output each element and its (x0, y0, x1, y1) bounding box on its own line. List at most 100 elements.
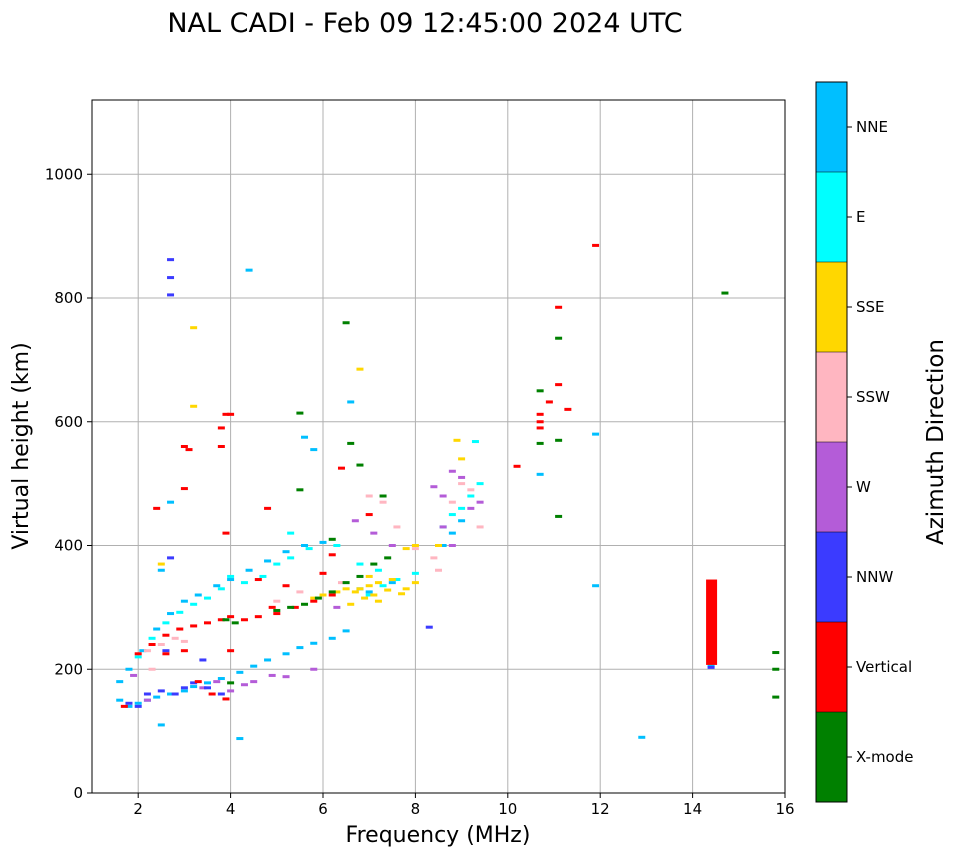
data-point-e (217, 587, 225, 591)
x-tick-label: 4 (226, 800, 236, 818)
data-point-sse (319, 593, 327, 597)
data-point-nne (157, 568, 165, 572)
data-point-w (430, 485, 438, 489)
data-point-e (240, 581, 248, 585)
data-point-nne (245, 268, 253, 272)
data-point-nnw (167, 258, 175, 262)
colorbar-swatch-sse (816, 262, 847, 352)
data-point-w (310, 667, 318, 671)
data-point-x-mode (347, 441, 355, 445)
data-point-nnw (167, 556, 175, 560)
data-point-nne (310, 641, 318, 645)
data-point-nne (592, 584, 600, 588)
data-point-ssw (143, 649, 151, 653)
colorbar-tick-label: E (856, 208, 865, 226)
data-point-nne (167, 692, 175, 696)
data-point-w (143, 698, 151, 702)
data-point-nne (167, 500, 175, 504)
data-point-x-mode (222, 618, 230, 622)
data-point-x-mode (342, 581, 350, 585)
data-point-x-mode (555, 514, 563, 518)
data-point-ssw (148, 667, 156, 671)
data-point-nne (388, 581, 396, 585)
data-point-x-mode (231, 621, 239, 625)
data-point-vertical (536, 420, 544, 424)
data-point-sse (388, 578, 396, 582)
data-point-w (351, 519, 359, 523)
data-point-nne (264, 658, 272, 662)
data-point-e (379, 584, 387, 588)
colorbar-tick-label: SSW (856, 388, 890, 406)
data-point-vertical (291, 605, 299, 609)
x-tick-label: 8 (411, 800, 421, 818)
data-point-nne (448, 531, 456, 535)
data-point-e (411, 571, 419, 575)
data-point-nne (167, 612, 175, 616)
data-point-vertical (254, 578, 262, 582)
data-point-ssw (476, 525, 484, 529)
data-point-nne (250, 664, 258, 668)
data-point-vertical (268, 605, 276, 609)
colorbar-tick-label: NNE (856, 118, 888, 136)
data-point-w (199, 686, 207, 690)
data-point-w (388, 544, 396, 547)
data-point-vertical (536, 426, 544, 430)
data-point-sse (356, 367, 364, 371)
x-tick-label: 6 (318, 800, 328, 818)
data-point-nne (638, 735, 646, 739)
data-point-vertical (217, 618, 225, 622)
data-point-sse (458, 457, 466, 461)
data-point-w (333, 605, 341, 609)
data-point-sse (374, 599, 382, 603)
data-point-vertical (254, 615, 262, 619)
data-point-ssw (435, 568, 442, 572)
data-point-e (467, 494, 475, 498)
colorbar-tick-label: SSE (856, 298, 885, 316)
x-tick-label: 12 (591, 800, 610, 818)
data-point-e (134, 655, 142, 659)
data-point-ssw (337, 581, 345, 585)
data-point-ssw (458, 482, 466, 486)
data-point-ssw (157, 643, 165, 646)
data-point-vertical (513, 464, 521, 468)
data-point-nne (282, 652, 290, 656)
data-point-nne (282, 550, 290, 554)
data-point-nne (213, 584, 221, 588)
data-point-nne (116, 698, 124, 702)
data-point-ssw (379, 500, 387, 504)
x-tick-label: 10 (498, 800, 517, 818)
data-point-ssw (171, 636, 179, 640)
data-point-x-mode (328, 590, 336, 594)
data-point-w (370, 531, 378, 535)
data-point-sse (402, 547, 410, 551)
data-point-x-mode (273, 608, 281, 612)
data-point-vertical (536, 412, 544, 416)
data-point-x-mode (772, 667, 780, 671)
data-points (116, 243, 780, 741)
data-point-w (130, 673, 138, 677)
data-point-nnw (143, 692, 151, 696)
data-point-x-mode (314, 596, 322, 600)
data-point-x-mode (296, 411, 304, 415)
data-point-nne (204, 681, 211, 685)
data-point-sse (356, 587, 364, 591)
data-point-e (356, 562, 364, 566)
data-point-x-mode (342, 321, 350, 325)
data-point-nnw (190, 681, 198, 685)
data-point-nne (245, 568, 253, 572)
data-point-nne (194, 593, 202, 597)
colorbar-swatch-ssw (816, 352, 847, 442)
data-point-vertical (328, 553, 336, 557)
data-point-nne (264, 559, 272, 563)
data-point-vertical (222, 697, 230, 701)
colorbar-tick-label: W (856, 478, 871, 496)
data-point-ssw (296, 590, 304, 594)
data-point-sse (398, 592, 406, 596)
data-point-sse (374, 581, 382, 585)
data-point-w (282, 675, 290, 679)
data-point-nnw (425, 625, 433, 629)
data-point-vertical (180, 487, 188, 491)
data-point-nne (328, 636, 336, 640)
colorbar-swatch-x-mode (816, 712, 847, 802)
data-point-vertical (185, 448, 193, 452)
